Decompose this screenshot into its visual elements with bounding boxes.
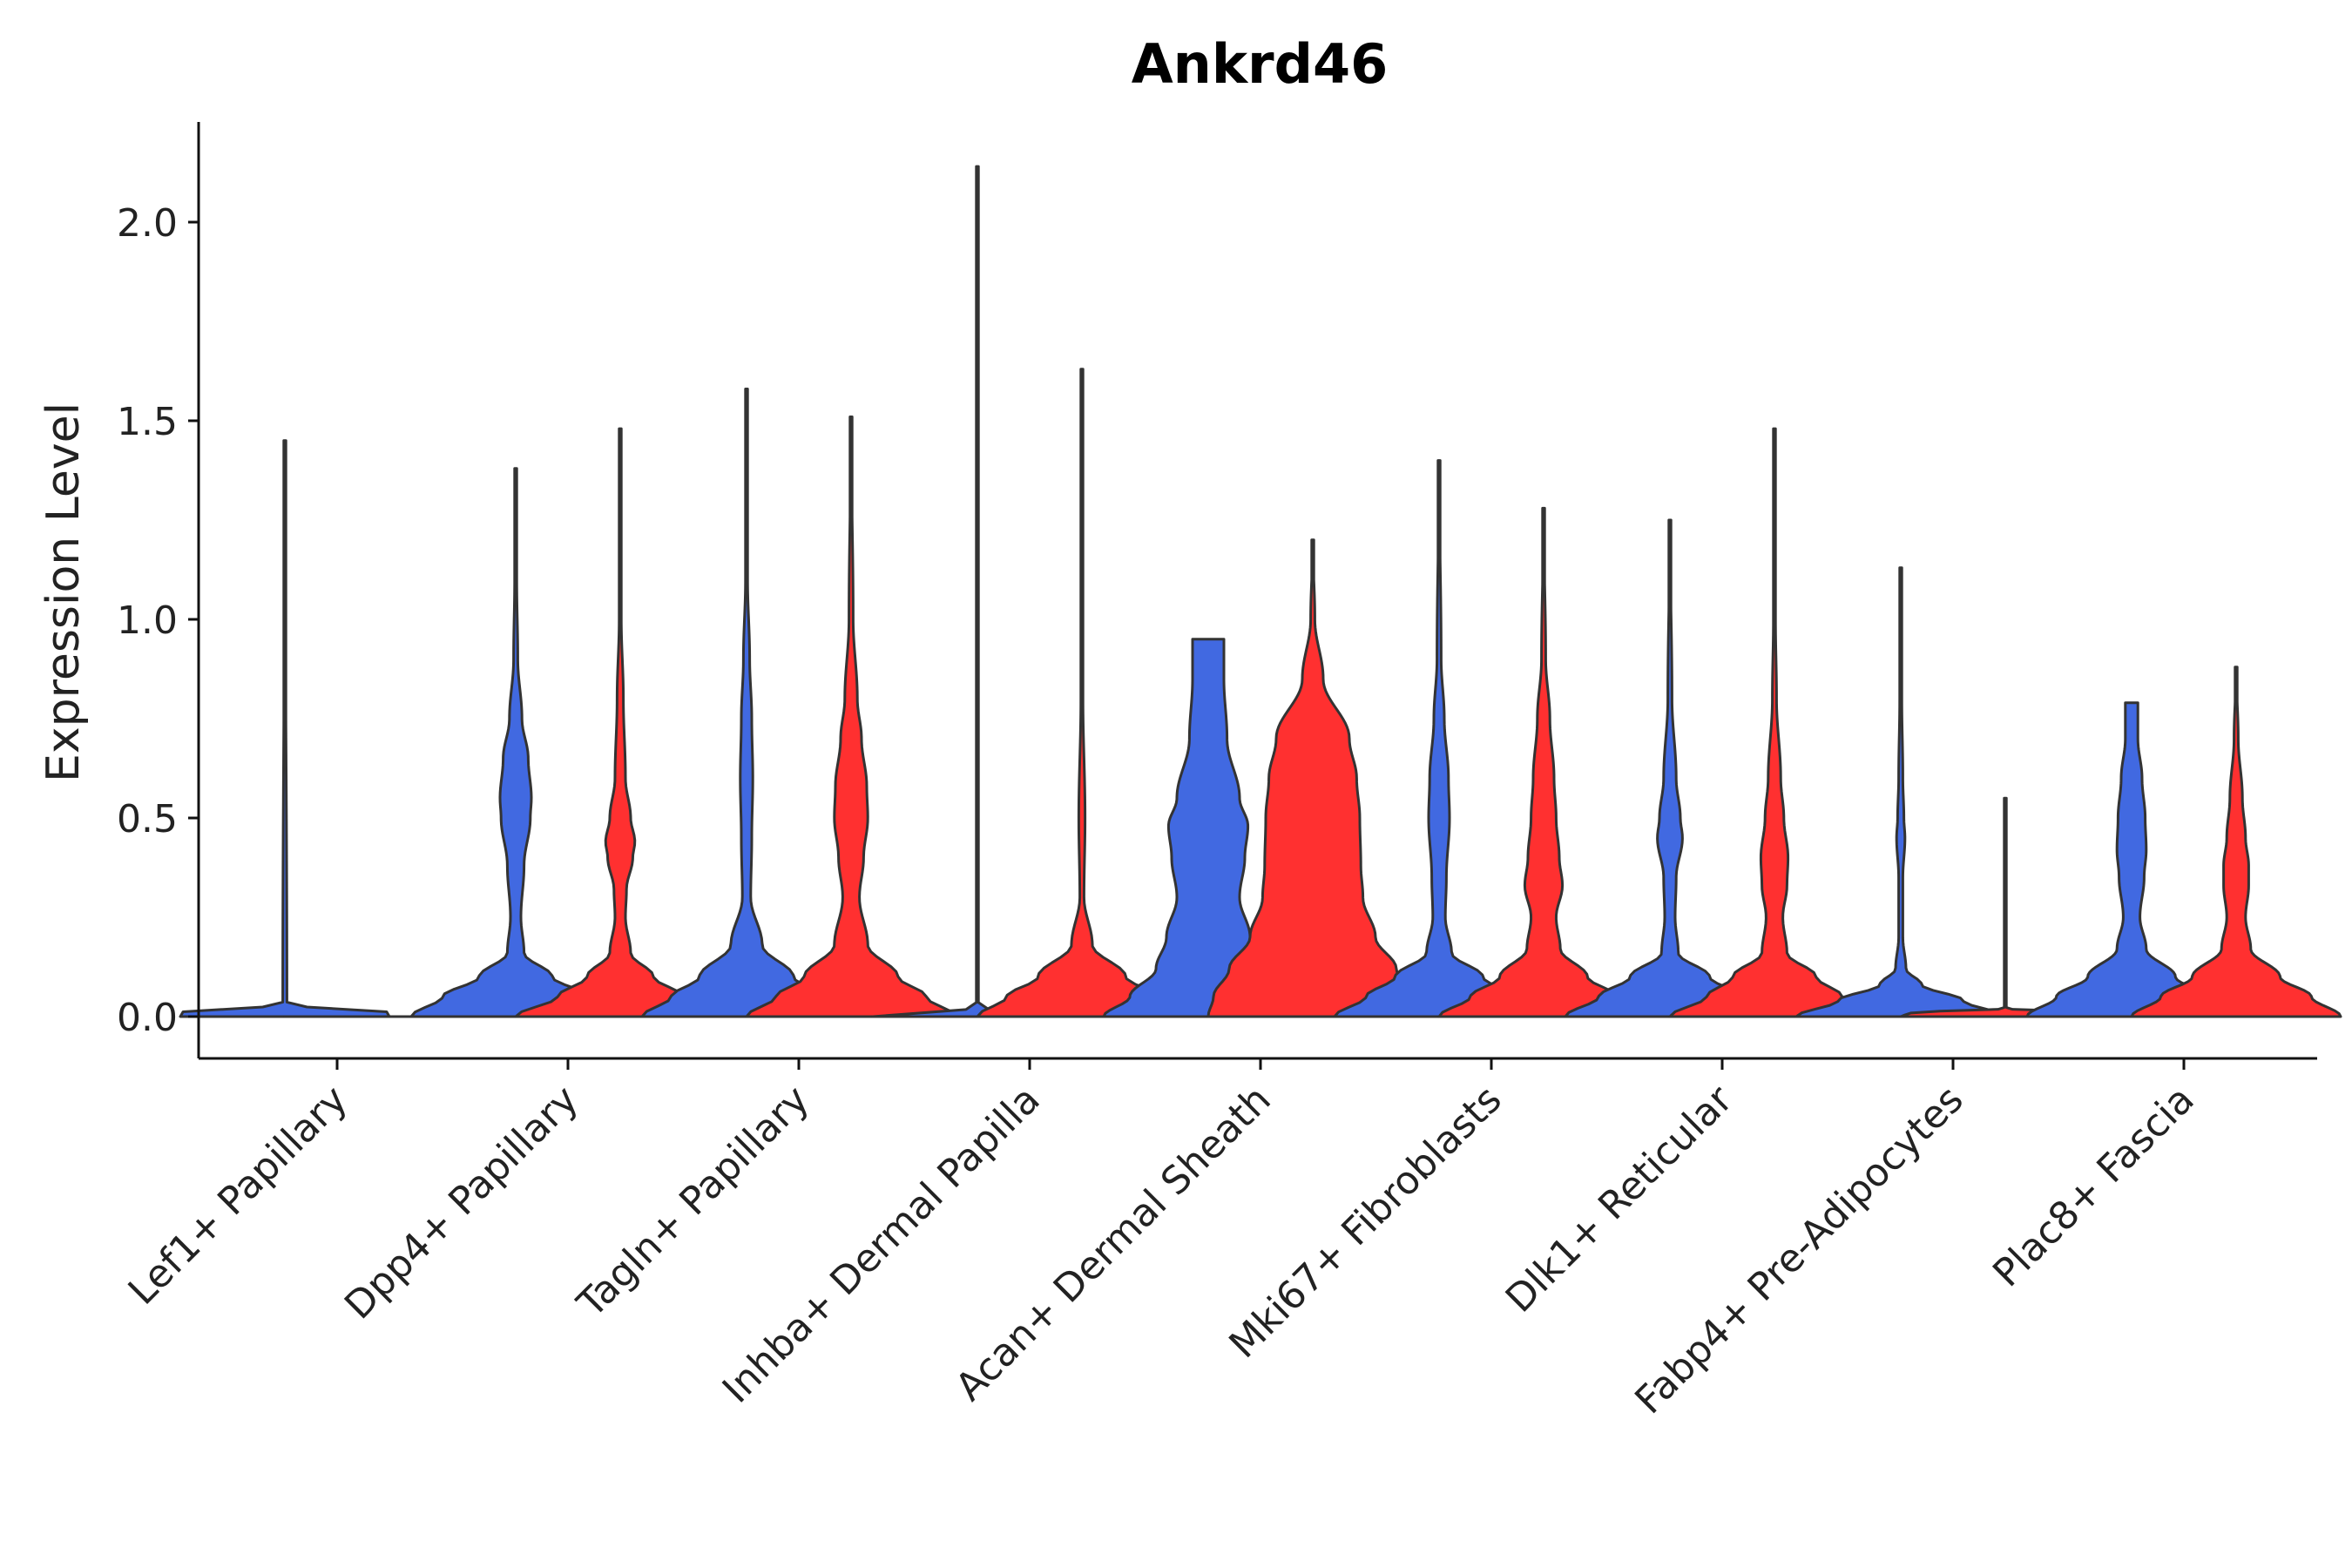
violin-left-1 — [409, 467, 622, 1018]
y-tick-label-3: 1.5 — [117, 400, 178, 444]
violin-right-8 — [2130, 666, 2342, 1018]
violin-right-5 — [1437, 506, 1650, 1018]
y-axis-label: Expression Level — [37, 402, 90, 782]
violin-right-6 — [1668, 427, 1881, 1018]
violin-left-5 — [1333, 459, 1545, 1018]
violin-left-2 — [640, 388, 853, 1018]
y-tick-label-2: 1.0 — [117, 598, 178, 643]
violin-right-2 — [745, 415, 957, 1018]
violin-left-8 — [2025, 701, 2238, 1018]
violin-right-1 — [514, 427, 727, 1018]
violin-left-7 — [1794, 566, 2007, 1018]
x-tick-label-0: Lef1+ Papillary — [120, 1078, 356, 1314]
x-tick-label-8: Plac8+ Fascia — [1984, 1078, 2203, 1296]
violin-right-4 — [1206, 538, 1419, 1018]
violins-group — [179, 165, 2342, 1018]
violin-right-7 — [1899, 796, 2112, 1018]
violin-left-4 — [1102, 638, 1315, 1018]
y-tick-label-1: 0.5 — [117, 797, 178, 841]
x-tick-label-1: Dpp4+ Papillary — [336, 1078, 587, 1328]
violin-right-3 — [976, 368, 1188, 1018]
violin-left-6 — [1564, 518, 1776, 1018]
x-tick-label-6: Dlk1+ Reticular — [1497, 1077, 1742, 1321]
chart-title: Ankrd46 — [1132, 32, 1389, 96]
violin-left-0 — [179, 439, 391, 1018]
violin-left-3 — [871, 165, 1084, 1018]
x-tick-label-2: Tagln+ Papillary — [569, 1078, 818, 1327]
y-tick-label-0: 0.0 — [117, 996, 178, 1040]
y-tick-label-4: 2.0 — [117, 201, 178, 246]
